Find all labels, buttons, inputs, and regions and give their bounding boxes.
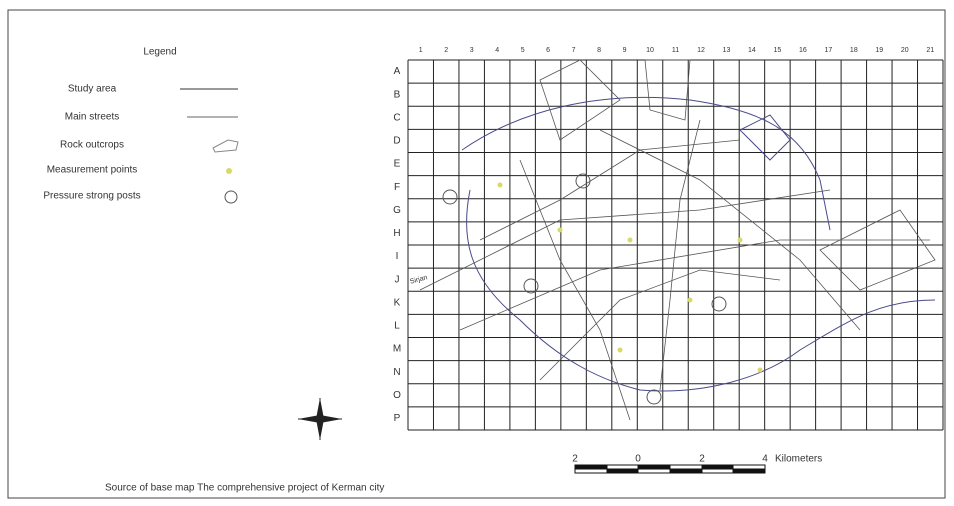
row-label: L <box>394 321 400 332</box>
column-label: 15 <box>774 47 782 54</box>
measurement-point <box>737 237 743 243</box>
scale-unit: Kilometers <box>775 454 822 465</box>
pressure-post <box>575 173 591 189</box>
scale-segment <box>637 464 671 470</box>
scale-segment <box>732 464 766 470</box>
row-label: B <box>394 89 401 100</box>
pressure-post <box>711 296 727 312</box>
legend-symbol <box>224 190 238 204</box>
scale-segment <box>574 468 608 474</box>
scale-label: 4 <box>762 454 768 465</box>
row-label: I <box>396 251 399 262</box>
column-label: 13 <box>723 47 731 54</box>
scale-segment <box>606 468 639 474</box>
scale-label: 2 <box>699 454 705 465</box>
column-label: 19 <box>875 47 883 54</box>
row-label: N <box>393 367 400 378</box>
measurement-point <box>617 347 623 353</box>
row-label: F <box>394 182 400 193</box>
grid <box>407 59 944 431</box>
column-label: 10 <box>646 47 654 54</box>
column-label: 16 <box>799 47 807 54</box>
column-label: 4 <box>495 47 499 54</box>
measurement-point <box>687 297 693 303</box>
scale-segment <box>701 464 734 470</box>
row-label: H <box>393 228 400 239</box>
north-arrow <box>298 398 342 440</box>
study-area <box>644 59 691 121</box>
study-area <box>819 209 936 291</box>
measurement-point <box>627 237 633 243</box>
street <box>539 269 781 381</box>
row-label: G <box>393 205 401 216</box>
row-label: E <box>394 159 401 170</box>
scale-bar: 2 0 2 4 Kilometers <box>572 454 822 474</box>
scale-label: 0 <box>635 454 641 465</box>
column-label: 18 <box>850 47 858 54</box>
legend-title: Legend <box>143 47 176 58</box>
pressure-post <box>646 389 662 405</box>
scale-segment <box>669 464 703 470</box>
legend-label: Pressure strong posts <box>43 191 140 202</box>
ring-road <box>466 189 936 392</box>
frame <box>7 9 946 499</box>
legend-symbol <box>226 168 232 174</box>
rock-outcrop <box>739 114 791 161</box>
ring-road <box>461 96 831 231</box>
street <box>479 139 741 241</box>
column-label: 3 <box>470 47 474 54</box>
scale-segment <box>669 468 703 474</box>
streets <box>419 59 936 421</box>
column-label: 2 <box>444 47 448 54</box>
source: Source of base map The comprehensive pro… <box>105 483 384 494</box>
row-label: C <box>393 112 400 123</box>
measurement-point <box>757 367 763 373</box>
legend-label: Study area <box>68 84 117 95</box>
column-label: 8 <box>597 47 601 54</box>
pressure-post <box>442 189 458 205</box>
column-label: 14 <box>748 47 756 54</box>
street <box>419 189 831 291</box>
column-label: 17 <box>824 47 832 54</box>
row-label: M <box>393 344 401 355</box>
measurement-point <box>557 227 563 233</box>
street <box>459 239 930 331</box>
measurement-point <box>497 182 503 188</box>
study-area <box>539 59 621 141</box>
scale-segment <box>637 468 671 474</box>
column-label: 5 <box>521 47 525 54</box>
column-label: 21 <box>926 47 934 54</box>
row-label: A <box>394 66 401 77</box>
legend-label: Rock outcrops <box>60 140 124 151</box>
row-label: K <box>394 297 401 308</box>
legend-label: Measurement points <box>47 165 138 176</box>
column-label: 6 <box>546 47 550 54</box>
row-label: D <box>393 136 400 147</box>
legend-label: Main streets <box>65 112 119 123</box>
scale-label: 2 <box>572 454 578 465</box>
row-label: O <box>393 390 401 401</box>
pressure-post <box>523 278 539 294</box>
legend-symbol <box>212 139 239 153</box>
road-label: Sirjan <box>409 274 428 285</box>
column-label: 7 <box>572 47 576 54</box>
column-label: 9 <box>623 47 627 54</box>
street <box>659 119 701 391</box>
street <box>599 129 861 331</box>
row-label: J <box>395 274 400 285</box>
scale-segment <box>574 464 608 470</box>
row-label: P <box>394 413 401 424</box>
column-label: 12 <box>697 47 705 54</box>
column-label: 11 <box>672 47 679 54</box>
scale-segment <box>606 464 639 470</box>
scale-segment <box>701 468 734 474</box>
scale-segment <box>732 468 766 474</box>
column-label: 1 <box>419 47 423 54</box>
column-label: 20 <box>901 47 909 54</box>
